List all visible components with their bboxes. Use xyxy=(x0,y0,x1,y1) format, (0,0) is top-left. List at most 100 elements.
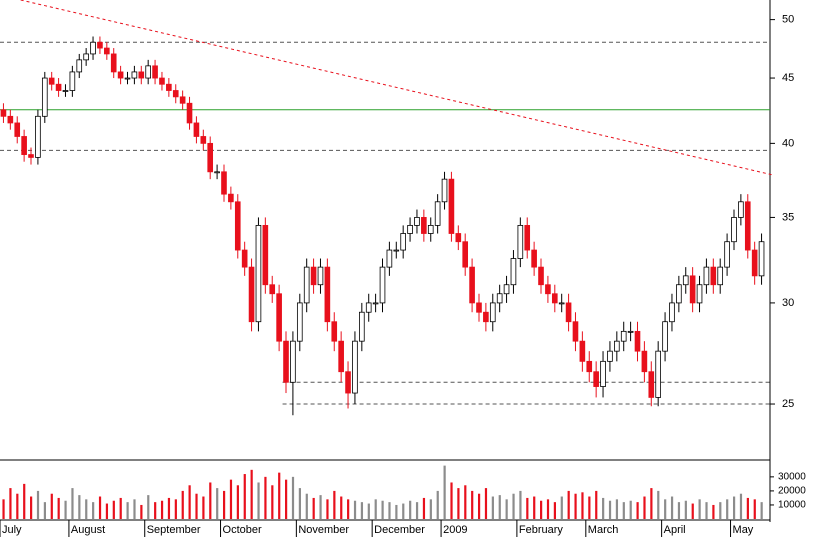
volume-bar xyxy=(133,499,136,519)
candle-body xyxy=(55,83,62,91)
candle-body xyxy=(331,321,338,342)
candle-body xyxy=(407,225,413,234)
volume-bar xyxy=(450,482,453,519)
candle-body xyxy=(696,284,703,304)
x-tick-label: 2009 xyxy=(443,524,467,536)
volume-bar xyxy=(305,493,308,519)
volume-bar xyxy=(719,502,722,519)
x-tick-label: August xyxy=(71,524,105,536)
candle-body xyxy=(634,330,641,352)
volume-bar xyxy=(560,496,563,519)
candle-body xyxy=(724,241,730,268)
candle-body xyxy=(207,142,214,173)
volume-bar xyxy=(705,502,708,519)
candle-body xyxy=(296,302,303,342)
volume-bar xyxy=(519,490,522,519)
candle-body xyxy=(469,266,475,304)
candle-body xyxy=(448,178,455,234)
candle-body xyxy=(359,311,365,342)
volume-bar xyxy=(664,499,667,519)
volume-bar xyxy=(85,499,88,519)
volume-bar xyxy=(567,490,570,519)
volume-bar xyxy=(739,493,743,519)
candle-body xyxy=(7,115,14,124)
volume-bar xyxy=(298,488,301,519)
candle-body xyxy=(310,266,317,286)
candle-body xyxy=(0,109,7,117)
candle-body xyxy=(676,284,682,304)
volume-bar xyxy=(271,485,274,519)
volume-bar xyxy=(78,495,81,519)
candle-body xyxy=(689,275,696,304)
candle-body xyxy=(21,136,27,155)
candle-body xyxy=(669,302,675,323)
candle-body xyxy=(517,225,524,259)
x-tick-label: October xyxy=(223,524,262,536)
volume-bar xyxy=(553,502,556,519)
candle-body xyxy=(421,217,427,234)
volume-bar xyxy=(464,485,467,519)
candle-body xyxy=(262,225,269,286)
volume-bar xyxy=(16,493,19,519)
candle-body xyxy=(427,225,434,234)
candle-body xyxy=(600,360,606,387)
candle-body xyxy=(352,340,358,394)
volume-bar xyxy=(278,472,281,519)
candle-body xyxy=(483,311,489,323)
volume-bar xyxy=(209,482,212,519)
x-tick-label: November xyxy=(298,524,349,536)
x-tick-label: December xyxy=(374,524,425,536)
volume-bar xyxy=(250,469,253,519)
candle-body xyxy=(627,330,634,333)
candle-body xyxy=(14,122,21,137)
candle-body xyxy=(248,266,255,323)
volume-bar xyxy=(367,503,370,519)
volume-bar xyxy=(326,499,329,519)
y-tick-label: 30 xyxy=(782,297,794,309)
volume-bar xyxy=(498,495,501,519)
candle-body xyxy=(28,154,34,158)
x-tick-label: May xyxy=(733,524,754,536)
candle-body xyxy=(69,71,76,91)
candle-body xyxy=(538,266,544,286)
candle-body xyxy=(200,136,207,144)
candle-body xyxy=(110,53,117,73)
volume-bar xyxy=(381,500,384,519)
volume-bar xyxy=(698,499,701,519)
candle-body xyxy=(744,201,751,251)
candle-body xyxy=(90,41,96,55)
volume-bar xyxy=(746,497,749,519)
volume-bar xyxy=(533,496,536,519)
volume-bar xyxy=(588,496,591,519)
candle-body xyxy=(372,302,379,305)
volume-bar xyxy=(30,496,33,519)
volume-bar xyxy=(471,490,474,519)
candle-body xyxy=(586,360,593,373)
candle-body xyxy=(655,350,661,398)
volume-bar xyxy=(181,490,184,519)
volume-bar xyxy=(312,497,315,519)
volume-bar xyxy=(319,495,322,519)
volume-bar xyxy=(436,490,439,519)
candle-body xyxy=(641,350,648,373)
y2-tick-label: 20000 xyxy=(778,486,806,497)
volume-bar xyxy=(216,488,219,519)
volume-bar xyxy=(622,502,625,519)
x-tick-label: July xyxy=(2,524,22,536)
candle-body xyxy=(738,201,744,218)
candle-body xyxy=(290,340,296,383)
candle-body xyxy=(476,302,482,313)
volume-bar xyxy=(71,488,74,519)
volume-bar xyxy=(540,500,543,519)
volume-bar xyxy=(629,500,632,519)
candle-body xyxy=(138,71,145,79)
candle-body xyxy=(179,96,186,104)
candle-body xyxy=(710,266,717,286)
candle-body xyxy=(579,340,586,362)
candle-body xyxy=(565,302,572,323)
volume-bar xyxy=(677,502,681,519)
candle-body xyxy=(551,293,558,304)
candle-body xyxy=(172,90,179,98)
